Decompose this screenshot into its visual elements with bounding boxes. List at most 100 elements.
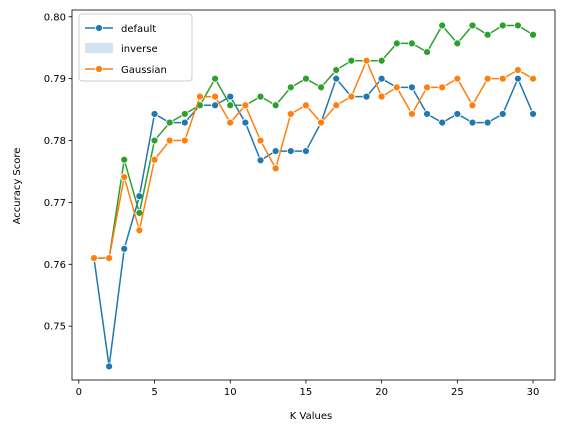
series-2-point	[362, 56, 371, 65]
legend-default-marker	[95, 24, 103, 32]
series-2-line	[93, 59, 534, 259]
series-2-point	[423, 83, 431, 92]
legend: default inverse Gaussian	[78, 13, 193, 82]
series-1-point	[377, 56, 386, 65]
series-0-point	[438, 118, 447, 127]
x-tick-label: 25	[451, 387, 464, 398]
series-0-point	[256, 156, 265, 165]
series-0-point	[241, 118, 250, 127]
x-tick-label: 0	[76, 387, 82, 398]
series-1-point	[286, 83, 295, 92]
series-0-point	[529, 110, 537, 118]
series-0-point	[211, 101, 219, 110]
series-1-point	[529, 30, 537, 39]
series-2-point	[317, 118, 325, 127]
series-2-point	[211, 92, 219, 101]
series-1-point	[120, 155, 129, 164]
series-2-point	[408, 110, 416, 118]
legend-inverse-patch	[85, 43, 113, 53]
series-1-point	[226, 101, 235, 110]
y-axis-title: Accuracy Score	[12, 148, 23, 225]
series-2-point	[377, 92, 386, 101]
series-2-point	[196, 92, 204, 101]
series-0-point	[302, 147, 310, 155]
series-2-point	[120, 173, 129, 181]
series-2-point	[150, 155, 159, 164]
series-0-point	[286, 147, 295, 155]
series-1-point	[180, 110, 189, 118]
series-2-point	[438, 83, 447, 92]
series-1-point	[332, 66, 341, 74]
series-2-point	[256, 136, 265, 145]
y-tick-label: 0.77	[44, 198, 66, 209]
x-tick-label: 20	[375, 387, 388, 398]
series-2-point	[332, 101, 341, 110]
series-2-point	[347, 92, 356, 101]
series-0-point	[271, 147, 280, 155]
series-0-point	[453, 110, 462, 118]
x-tick-label: 10	[224, 387, 237, 398]
series-2-point	[302, 101, 310, 110]
series-1-point	[498, 21, 507, 30]
series-0-point	[332, 74, 341, 83]
series-2-point	[105, 254, 113, 263]
y-tick-label: 0.76	[44, 260, 66, 271]
x-tick-label: 30	[527, 387, 540, 398]
y-tick-label: 0.75	[44, 322, 66, 333]
y-tick-label: 0.78	[44, 136, 66, 147]
series-1-point	[211, 74, 219, 83]
series-1-point	[392, 39, 401, 48]
series-2-point	[90, 254, 98, 263]
legend-label-inverse: inverse	[121, 44, 158, 55]
series-1-point	[423, 48, 431, 56]
series-2-point	[468, 101, 477, 110]
plot-area	[90, 21, 537, 371]
series-1-line	[93, 24, 534, 259]
series-0-point	[423, 110, 431, 118]
series-0-point	[180, 118, 189, 127]
series-1-point	[302, 74, 310, 83]
series-0-point	[362, 92, 371, 101]
legend-gaussian-marker	[95, 65, 103, 73]
legend-label-default: default	[121, 24, 156, 35]
series-1-point	[317, 83, 325, 92]
series-2-point	[483, 74, 492, 83]
series-1-point	[408, 39, 416, 48]
series-1-point	[150, 136, 159, 145]
series-0-point	[226, 92, 235, 101]
series-1-point	[483, 30, 492, 39]
series-2-point	[498, 74, 507, 83]
series-2-point	[453, 74, 462, 83]
series-0-point	[120, 244, 129, 253]
axes: 0 5 10 15 20 25 30 0.75 0.76 0.77 0.78 0.79 0.80	[44, 9, 556, 398]
series-2-point	[241, 101, 250, 110]
series-1-point	[438, 21, 447, 30]
series-1-point	[271, 101, 280, 110]
x-tick-label: 5	[151, 387, 157, 398]
series-0-point	[105, 362, 113, 371]
series-1-point	[256, 92, 265, 101]
series-2-point	[514, 66, 522, 74]
series-1-point	[453, 39, 462, 48]
series-0-point	[408, 83, 416, 92]
series-2-point	[529, 74, 537, 83]
series-0-point	[483, 118, 492, 127]
series-2-point	[226, 118, 235, 127]
y-tick-label: 0.79	[44, 74, 66, 85]
series-2-point	[392, 83, 401, 92]
y-tick-label: 0.80	[44, 12, 66, 23]
series-2-point	[135, 226, 144, 235]
series-2-point	[286, 110, 295, 118]
series-0-point	[498, 110, 507, 118]
legend-frame	[78, 13, 193, 82]
legend-label-gaussian: Gaussian	[121, 65, 167, 76]
series-0-point	[514, 74, 522, 83]
x-tick-label: 15	[300, 387, 313, 398]
series-2-point	[271, 164, 280, 173]
series-1-point	[514, 21, 522, 30]
series-0-point	[468, 118, 477, 127]
series-1-point	[165, 118, 174, 127]
series-1-point	[347, 56, 356, 65]
axes-frame	[71, 9, 556, 381]
series-0-point	[150, 110, 159, 118]
